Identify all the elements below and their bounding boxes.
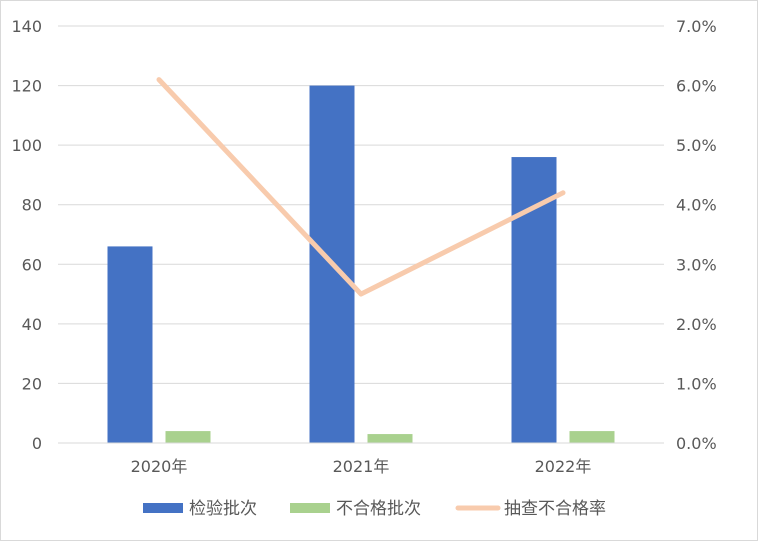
right-axis-tick-label: 0.0% (676, 434, 717, 453)
bar-series (107, 85, 615, 444)
left-axis-tick-label: 80 (22, 196, 42, 215)
x-axis-tick-label: 2021年 (333, 457, 390, 476)
legend-label: 检验批次 (189, 499, 257, 519)
legend-label: 不合格批次 (336, 499, 421, 519)
left-axis-tick-label: 40 (22, 315, 42, 334)
right-axis-tick-label: 5.0% (676, 136, 717, 155)
bar-failed-1 (367, 434, 413, 443)
legend-swatch (143, 503, 183, 513)
right-axis-tick-label: 2.0% (676, 315, 717, 334)
legend-swatch (290, 503, 330, 513)
right-axis-ticks: 0.0% 1.0% 2.0% 3.0% 4.0% 5.0% 6.0% 7.0% (676, 17, 717, 453)
left-axis-tick-label: 0 (32, 434, 42, 453)
left-axis-tick-label: 120 (11, 77, 42, 96)
bar-inspected-0 (107, 246, 153, 443)
x-axis-tick-label: 2022年 (535, 457, 592, 476)
right-axis-tick-label: 1.0% (676, 374, 717, 393)
bar-failed-2 (569, 431, 615, 443)
bar-failed-0 (165, 431, 211, 443)
right-axis-tick-label: 7.0% (676, 17, 717, 36)
left-axis-tick-label: 20 (22, 374, 42, 393)
left-axis-ticks: 0 20 40 60 80 100 120 140 (11, 17, 42, 453)
line-series (156, 77, 566, 297)
legend-label: 抽查不合格率 (504, 499, 606, 519)
legend: 检验批次 不合格批次 抽查不合格率 (143, 499, 606, 519)
right-axis-tick-label: 4.0% (676, 196, 717, 215)
x-axis-ticks: 2020年 2021年 2022年 (58, 442, 664, 476)
right-axis-tick-label: 3.0% (676, 255, 717, 274)
left-axis-tick-label: 100 (11, 136, 42, 155)
rate-line (156, 77, 566, 297)
x-axis-tick-label: 2020年 (131, 457, 188, 476)
left-axis-tick-label: 140 (11, 17, 42, 36)
right-axis-tick-label: 6.0% (676, 77, 717, 96)
left-axis-tick-label: 60 (22, 255, 42, 274)
